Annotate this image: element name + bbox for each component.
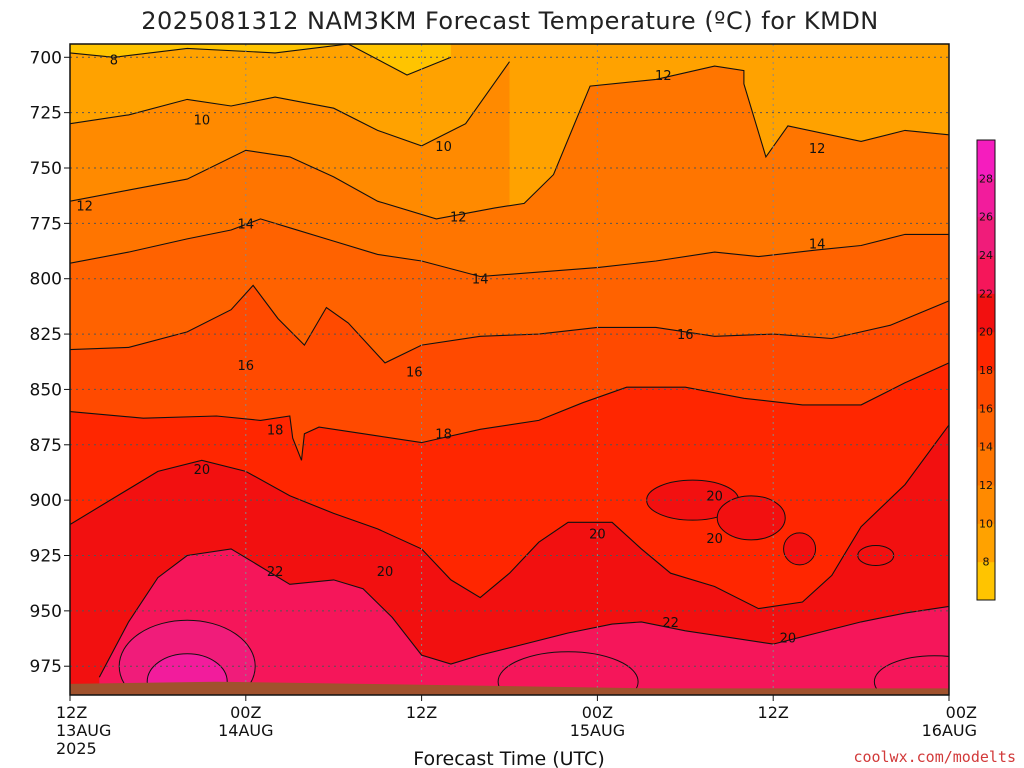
colorbar: 8 10 12 14 16 18 20 22 24 26 28 xyxy=(976,139,996,601)
colorbar-label: 24 xyxy=(979,249,993,262)
x-tick-label: 00Z xyxy=(230,703,261,722)
x-tick-label: 12Z xyxy=(758,703,789,722)
colorbar-label: 22 xyxy=(979,287,993,300)
contour-line-18 xyxy=(70,362,949,461)
contour-label: 20 xyxy=(589,527,606,542)
y-tick-label: 725 xyxy=(30,104,62,124)
x-tick-label: 12Z xyxy=(406,703,437,722)
contour-label: 12 xyxy=(809,142,826,157)
contour-line-16 xyxy=(70,284,949,364)
colorbar-label: 20 xyxy=(979,326,993,339)
contour-labels: 8 10 10 12 12 12 12 14 14 14 16 16 16 18 18 20 20 20 20 20 2… xyxy=(76,54,825,647)
colorbar-label: 16 xyxy=(979,402,993,415)
y-tick-label: 975 xyxy=(30,657,62,677)
plot-frame xyxy=(69,43,950,696)
x-tick-label: 15AUG xyxy=(570,721,625,740)
contour-label: 12 xyxy=(76,200,93,215)
colorbar-frame xyxy=(976,139,996,601)
contour-label: 10 xyxy=(435,140,452,155)
y-tick-label: 850 xyxy=(30,380,62,400)
y-tick-label: 775 xyxy=(30,214,62,234)
y-tick-label: 925 xyxy=(30,547,62,567)
colorbar-label: 14 xyxy=(979,441,993,454)
grid-lines xyxy=(70,44,949,695)
plot-area xyxy=(70,44,949,695)
x-tick-label: 12Z xyxy=(56,703,87,722)
warm-core-3 xyxy=(497,651,639,695)
colorbar-swatch xyxy=(977,370,995,409)
contour-label: 18 xyxy=(435,428,452,443)
colorbar-label: 12 xyxy=(979,479,993,492)
x-tick-label: 16AUG xyxy=(922,721,977,740)
band-above-22 xyxy=(99,548,949,695)
chart-title: 2025081312 NAM3KM Forecast Temperature (… xyxy=(141,7,879,35)
y-axis: 700 725 750 775 800 825 850 875 900 925 950 975 xyxy=(30,48,70,677)
contour-line-14 xyxy=(70,218,949,278)
x-tick-label: 14AUG xyxy=(218,721,273,740)
contour-label: 22 xyxy=(267,565,284,580)
y-tick-label: 875 xyxy=(30,436,62,456)
colorbar-swatch xyxy=(977,408,995,448)
ground-surface xyxy=(70,681,949,695)
warm-core-2 xyxy=(146,653,228,695)
contour-label: 14 xyxy=(809,237,826,252)
y-tick-label: 950 xyxy=(30,602,62,622)
colorbar-label: 10 xyxy=(979,517,993,530)
colorbar-swatch xyxy=(977,140,995,179)
x-tick-label: 00Z xyxy=(582,703,613,722)
colorbar-label: 26 xyxy=(979,211,993,224)
contour-line-12 xyxy=(70,65,949,220)
contour-label: 20 xyxy=(706,532,723,547)
colorbar-label: 18 xyxy=(979,364,993,377)
colorbar-swatch xyxy=(977,216,995,256)
y-tick-label: 750 xyxy=(30,159,62,179)
contour-label: 20 xyxy=(780,631,797,646)
colorbar-swatch xyxy=(977,331,995,371)
x-tick-label: 00Z xyxy=(946,703,977,722)
contour-label: 18 xyxy=(267,423,284,438)
contour-label: 12 xyxy=(450,211,467,226)
contour-label: 14 xyxy=(238,217,255,232)
contour-label: 16 xyxy=(677,328,694,343)
warm-pockets xyxy=(118,479,949,695)
contour-line-22 xyxy=(98,548,949,678)
warm-core-4 xyxy=(873,655,949,695)
contour-label: 16 xyxy=(406,366,423,381)
x-axis-label: Forecast Time (UTC) xyxy=(413,748,604,768)
contour-label: 10 xyxy=(194,113,211,128)
colorbar-label: 8 xyxy=(983,556,990,569)
colorbar-swatch xyxy=(977,255,995,294)
colorbar-label: 28 xyxy=(979,172,993,185)
band-6-8 xyxy=(70,44,451,75)
contour-label: 12 xyxy=(655,69,672,84)
y-tick-label: 900 xyxy=(30,491,62,511)
colorbar-swatch xyxy=(977,523,995,563)
y-tick-label: 825 xyxy=(30,325,62,345)
warm-pocket-3 xyxy=(783,532,817,566)
x-tick-label: 13AUG xyxy=(56,721,111,740)
colorbar-swatch xyxy=(977,446,995,486)
y-tick-label: 700 xyxy=(30,48,62,68)
colorbar-swatch xyxy=(977,561,995,601)
contour-label: 20 xyxy=(194,463,211,478)
contour-label: 14 xyxy=(472,273,489,288)
contour-label: 22 xyxy=(662,616,679,631)
colorbar-swatch xyxy=(977,485,995,524)
colorbar-swatch xyxy=(977,178,995,218)
color-bands xyxy=(70,44,949,695)
colorbar-swatch xyxy=(977,293,995,333)
contour-label: 16 xyxy=(238,359,255,374)
warm-pocket-2 xyxy=(716,495,786,541)
credit-text: coolwx.com/modelts xyxy=(853,748,1016,766)
x-tick-label: 2025 xyxy=(56,739,97,758)
y-tick-label: 800 xyxy=(30,270,62,290)
contour-label: 20 xyxy=(706,490,723,505)
contour-label: 8 xyxy=(110,54,118,69)
contour-label: 20 xyxy=(377,565,394,580)
contour-line-10 xyxy=(70,61,510,147)
